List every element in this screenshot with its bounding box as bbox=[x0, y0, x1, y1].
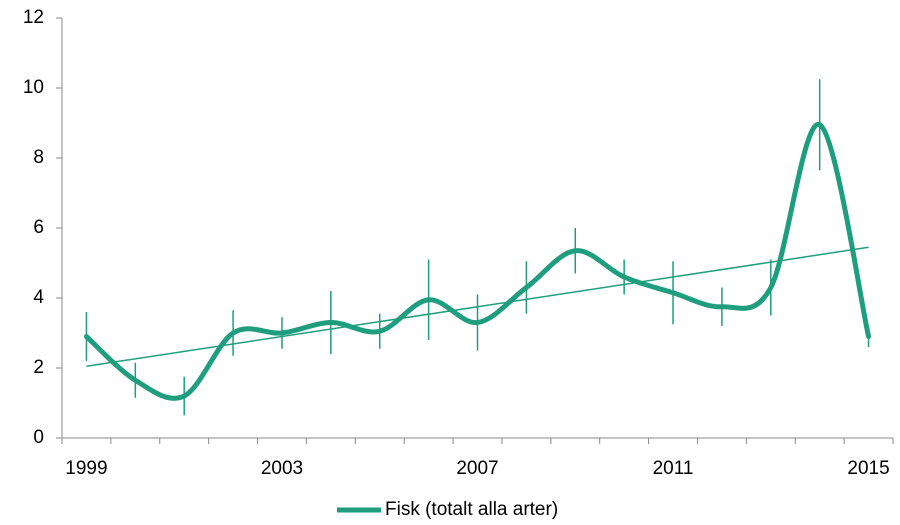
x-tick-label: 2011 bbox=[653, 458, 694, 479]
x-tick-label: 2007 bbox=[456, 458, 498, 479]
y-tick-label: 4 bbox=[33, 287, 44, 308]
y-tick-label: 0 bbox=[33, 427, 44, 448]
y-tick-label: 8 bbox=[33, 147, 44, 168]
legend-label: Fisk (totalt alla arter) bbox=[385, 499, 558, 520]
y-tick-label: 10 bbox=[23, 77, 44, 98]
y-tick-label: 6 bbox=[33, 217, 44, 238]
x-tick-label: 2015 bbox=[847, 458, 889, 479]
series-line bbox=[83, 122, 872, 401]
x-tick-label: 1999 bbox=[65, 458, 107, 479]
y-tick-label: 2 bbox=[33, 357, 44, 378]
y-tick-label: 12 bbox=[23, 7, 44, 28]
x-tick-label: 2003 bbox=[261, 458, 303, 479]
